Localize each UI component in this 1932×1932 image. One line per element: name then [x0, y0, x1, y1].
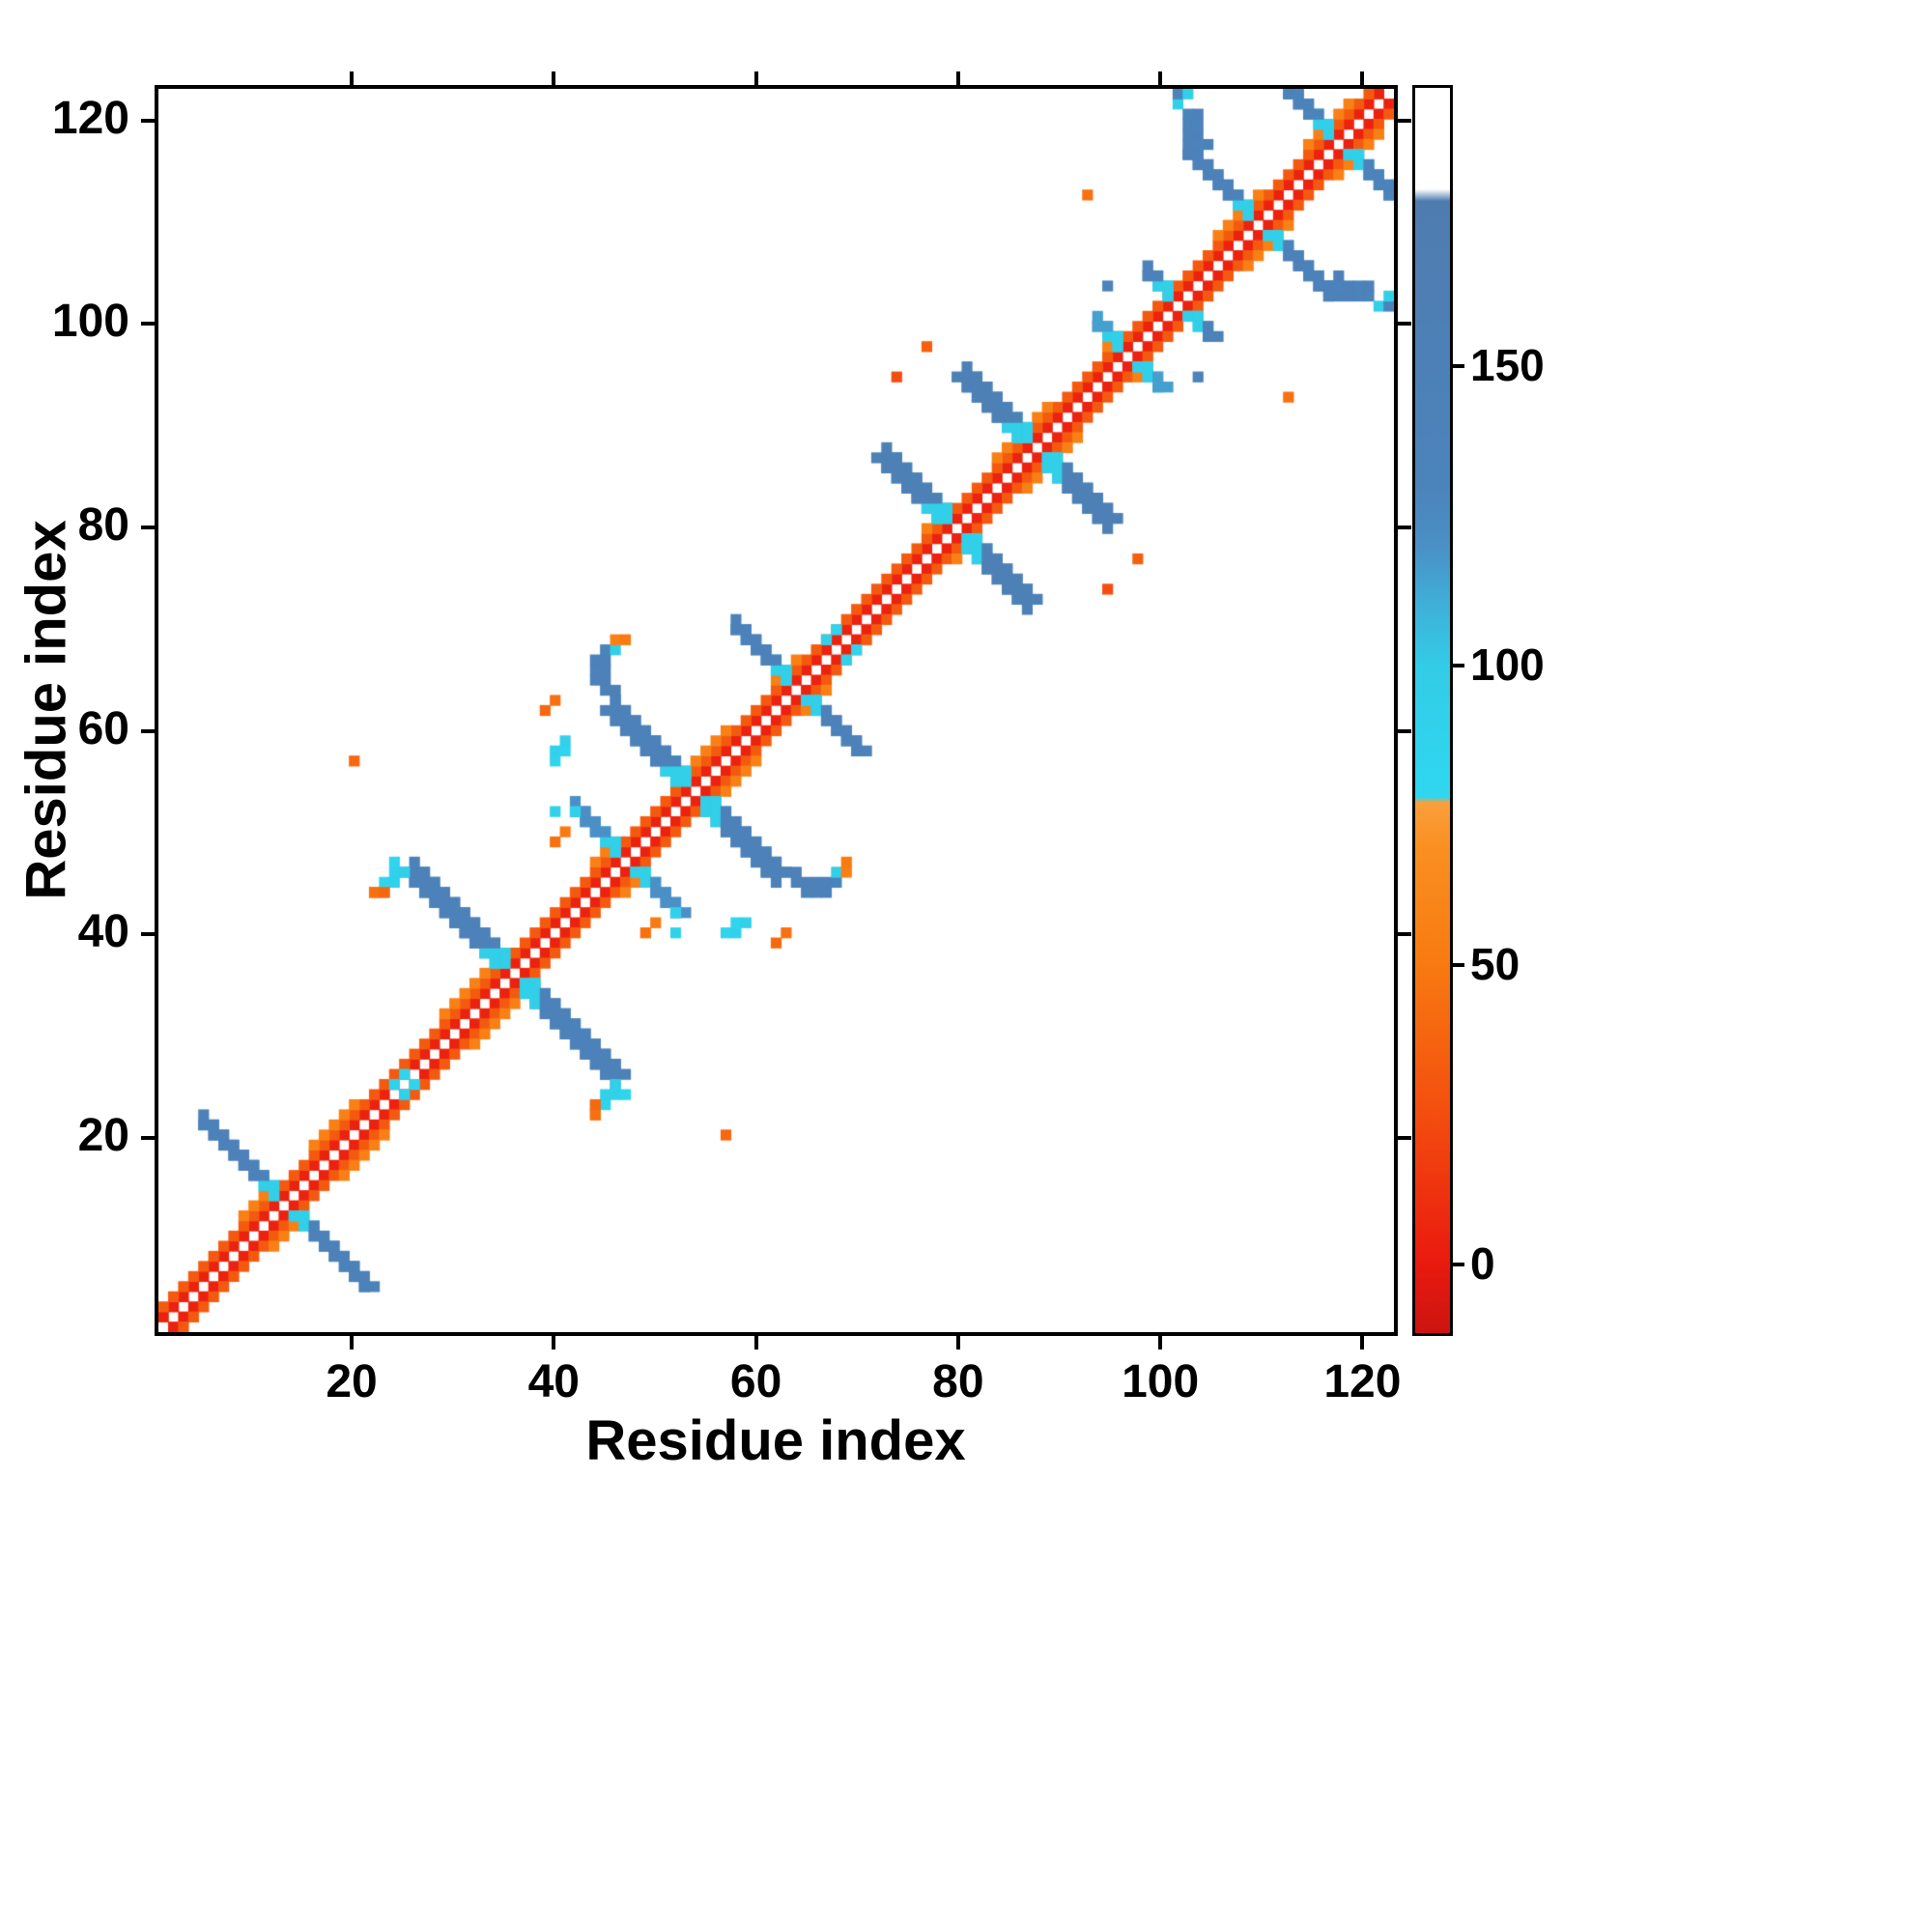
x-tick-label: 40	[527, 1356, 580, 1407]
y-tick-label: 40	[77, 906, 129, 958]
colorbar-tick-label: 50	[1470, 938, 1520, 989]
y-tick-label: 100	[51, 296, 129, 348]
colorbar-tick-label: 100	[1470, 639, 1545, 691]
y-tick-mark-right	[1398, 728, 1411, 733]
x-tick-mark-bottom	[1360, 1336, 1365, 1350]
x-tick-mark-bottom	[955, 1336, 960, 1350]
x-tick-mark-top	[955, 71, 960, 85]
x-tick-label: 100	[1122, 1356, 1200, 1407]
y-tick-label: 120	[51, 92, 129, 144]
x-tick-label: 20	[326, 1356, 378, 1407]
y-tick-mark-left	[141, 525, 155, 529]
y-tick-mark-right	[1398, 1135, 1411, 1140]
y-tick-label: 80	[77, 498, 129, 551]
x-tick-label: 120	[1323, 1356, 1402, 1407]
colorbar-tick-label: 150	[1470, 340, 1545, 391]
y-tick-mark-right	[1398, 525, 1411, 529]
y-tick-mark-right	[1398, 118, 1411, 123]
colorbar-tick-mark	[1453, 1262, 1464, 1266]
x-tick-mark-top	[1158, 71, 1163, 85]
heatmap-canvas	[158, 89, 1394, 1332]
x-tick-mark-top	[552, 71, 556, 85]
colorbar-tick-mark	[1453, 962, 1464, 967]
y-tick-label: 60	[77, 702, 129, 754]
x-tick-mark-bottom	[1158, 1336, 1163, 1350]
colorbar	[1412, 85, 1453, 1336]
x-tick-mark-bottom	[552, 1336, 556, 1350]
y-tick-mark-left	[141, 932, 155, 937]
y-tick-mark-left	[141, 118, 155, 123]
x-tick-mark-bottom	[350, 1336, 355, 1350]
x-tick-label: 60	[729, 1356, 782, 1407]
y-tick-mark-left	[141, 322, 155, 327]
y-tick-mark-right	[1398, 932, 1411, 937]
plot-area	[155, 85, 1398, 1336]
x-tick-mark-top	[753, 71, 758, 85]
x-tick-label: 80	[932, 1356, 984, 1407]
y-tick-label: 20	[77, 1109, 129, 1161]
colorbar-tick-mark	[1453, 364, 1464, 369]
x-tick-mark-top	[1360, 71, 1365, 85]
y-tick-mark-left	[141, 1135, 155, 1140]
y-tick-mark-right	[1398, 322, 1411, 327]
x-tick-mark-top	[350, 71, 355, 85]
colorbar-gradient	[1415, 88, 1450, 1333]
colorbar-tick-label: 0	[1470, 1237, 1495, 1289]
x-axis-label: Residue index	[585, 1409, 966, 1472]
colorbar-tick-mark	[1453, 664, 1464, 668]
x-tick-mark-bottom	[753, 1336, 758, 1350]
y-tick-mark-left	[141, 728, 155, 733]
